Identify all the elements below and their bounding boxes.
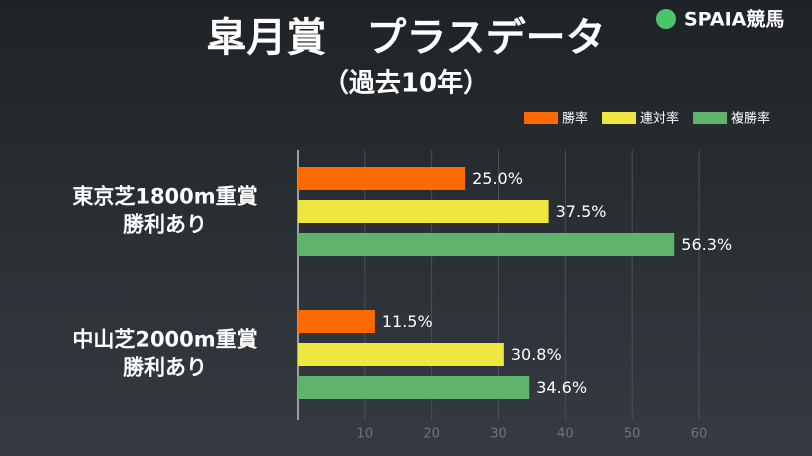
x-tick-label: 10 xyxy=(357,427,374,442)
bar xyxy=(298,233,675,256)
bar xyxy=(298,376,530,399)
legend-label: 連対率 xyxy=(640,111,679,127)
legend-swatch xyxy=(602,112,637,124)
value-label: 34.6% xyxy=(536,378,587,397)
bar xyxy=(298,343,504,366)
value-label: 37.5% xyxy=(556,202,607,221)
legend-label: 複勝率 xyxy=(731,111,770,127)
logo-icon xyxy=(656,9,676,29)
chart-subtitle: （過去10年） xyxy=(323,68,489,99)
logo: SPAIA競馬 xyxy=(684,8,784,31)
chart-title: 皐月賞 プラスデータ xyxy=(206,15,605,61)
legend-label: 勝率 xyxy=(562,111,588,127)
legend-swatch xyxy=(524,112,558,124)
legend-swatch xyxy=(693,112,728,124)
y-tick-label: 勝利あり xyxy=(123,213,207,237)
x-tick-label: 20 xyxy=(423,427,440,442)
bar xyxy=(298,167,466,190)
value-label: 25.0% xyxy=(472,169,523,188)
x-tick-label: 30 xyxy=(490,427,507,442)
value-label: 56.3% xyxy=(681,235,732,254)
x-tick-label: 50 xyxy=(624,427,641,442)
y-tick-label: 勝利あり xyxy=(123,356,207,380)
y-tick-label: 中山芝2000m重賞 xyxy=(72,328,257,352)
bar xyxy=(298,310,375,333)
value-label: 11.5% xyxy=(382,312,433,331)
x-tick-label: 60 xyxy=(691,427,708,442)
bar xyxy=(298,200,549,223)
y-tick-label: 東京芝1800m重賞 xyxy=(72,185,257,209)
x-tick-label: 40 xyxy=(557,427,574,442)
value-label: 30.8% xyxy=(511,345,562,364)
